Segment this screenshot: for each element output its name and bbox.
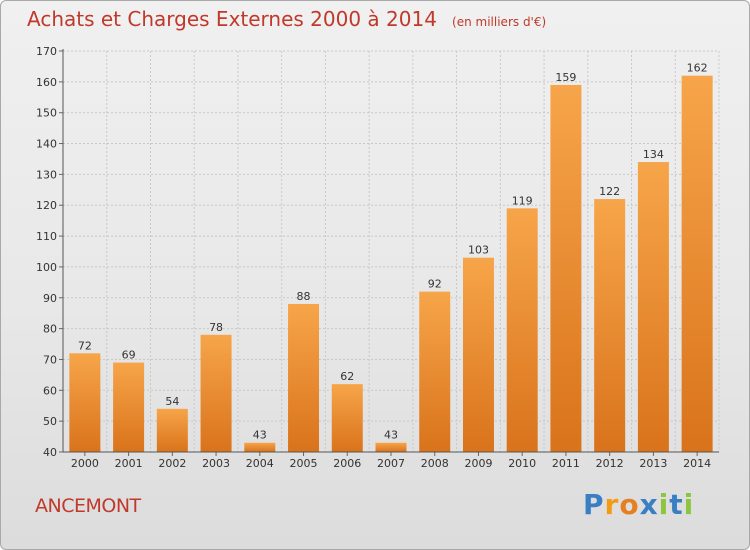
bar [506, 208, 538, 452]
bar [244, 442, 276, 452]
value-label: 78 [209, 321, 223, 334]
logo-letter: t [669, 488, 684, 521]
logo-letter: o [619, 488, 640, 521]
y-tick-label: 60 [43, 384, 57, 397]
x-tick-label: 2008 [421, 457, 449, 470]
y-tick-label: 40 [43, 446, 57, 459]
y-tick-label: 140 [36, 138, 57, 151]
logo-letter: x [639, 488, 659, 521]
bar [594, 199, 626, 452]
y-tick-label: 110 [36, 230, 57, 243]
value-label: 103 [468, 244, 489, 257]
x-tick-label: 2013 [639, 457, 667, 470]
commune-name: ANCEMONT [35, 495, 141, 517]
bar [200, 334, 232, 452]
bar [681, 75, 713, 452]
x-tick-label: 2009 [464, 457, 492, 470]
value-label: 54 [165, 395, 179, 408]
logo-letter: r [604, 488, 620, 521]
value-label: 134 [643, 148, 664, 161]
value-label: 69 [122, 349, 136, 362]
bar [113, 362, 145, 452]
y-tick-label: 150 [36, 107, 57, 120]
y-tick-label: 80 [43, 323, 57, 336]
bars: 72 69 54 78 43 88 62 43 92 103 119 159 122 134 162 [69, 62, 713, 453]
value-label: 119 [512, 194, 533, 207]
bar [331, 384, 363, 452]
x-tick-label: 2003 [202, 457, 230, 470]
value-label: 159 [555, 71, 576, 84]
logo-letter: i [683, 488, 695, 521]
bar [156, 408, 188, 452]
proxiti-logo: Proxiti [583, 488, 694, 521]
value-label: 88 [297, 290, 311, 303]
x-tick-label: 2001 [115, 457, 143, 470]
title-text: Achats et Charges Externes 2000 à 2014 [27, 7, 437, 31]
y-tick-label: 120 [36, 199, 57, 212]
unit-text: (en milliers d'€) [452, 15, 547, 29]
y-tick-label: 130 [36, 168, 57, 181]
bar [69, 353, 101, 452]
bar [462, 257, 494, 452]
x-tick-label: 2012 [596, 457, 624, 470]
value-label: 92 [428, 278, 442, 291]
value-label: 72 [78, 339, 92, 352]
value-label: 122 [599, 185, 620, 198]
y-tick-label: 170 [36, 45, 57, 58]
x-tick-label: 2004 [246, 457, 274, 470]
chart-title: Achats et Charges Externes 2000 à 2014 (… [27, 7, 546, 31]
logo-letter: i [658, 488, 670, 521]
bar [375, 442, 407, 452]
y-tick-label: 70 [43, 353, 57, 366]
bar [550, 84, 582, 452]
x-tick-label: 2014 [683, 457, 711, 470]
value-label: 162 [687, 62, 708, 75]
bar [288, 303, 320, 452]
y-tick-label: 50 [43, 415, 57, 428]
y-tick-label: 100 [36, 261, 57, 274]
y-tick-label: 90 [43, 292, 57, 305]
value-label: 43 [384, 429, 398, 442]
x-tick-label: 2006 [333, 457, 361, 470]
y-tick-label: 160 [36, 76, 57, 89]
x-tick-label: 2007 [377, 457, 405, 470]
x-tick-label: 2002 [158, 457, 186, 470]
x-tick-label: 2011 [552, 457, 580, 470]
value-label: 62 [340, 370, 354, 383]
x-tick-label: 2005 [290, 457, 318, 470]
axes: 40 50 60 70 80 90 100 110 120 130 140 150 160 170 2000… [36, 45, 719, 470]
x-tick-label: 2010 [508, 457, 536, 470]
value-label: 43 [253, 429, 267, 442]
bar [419, 291, 451, 452]
logo-letter: P [583, 488, 605, 521]
bar [637, 162, 669, 453]
x-tick-label: 2000 [71, 457, 99, 470]
